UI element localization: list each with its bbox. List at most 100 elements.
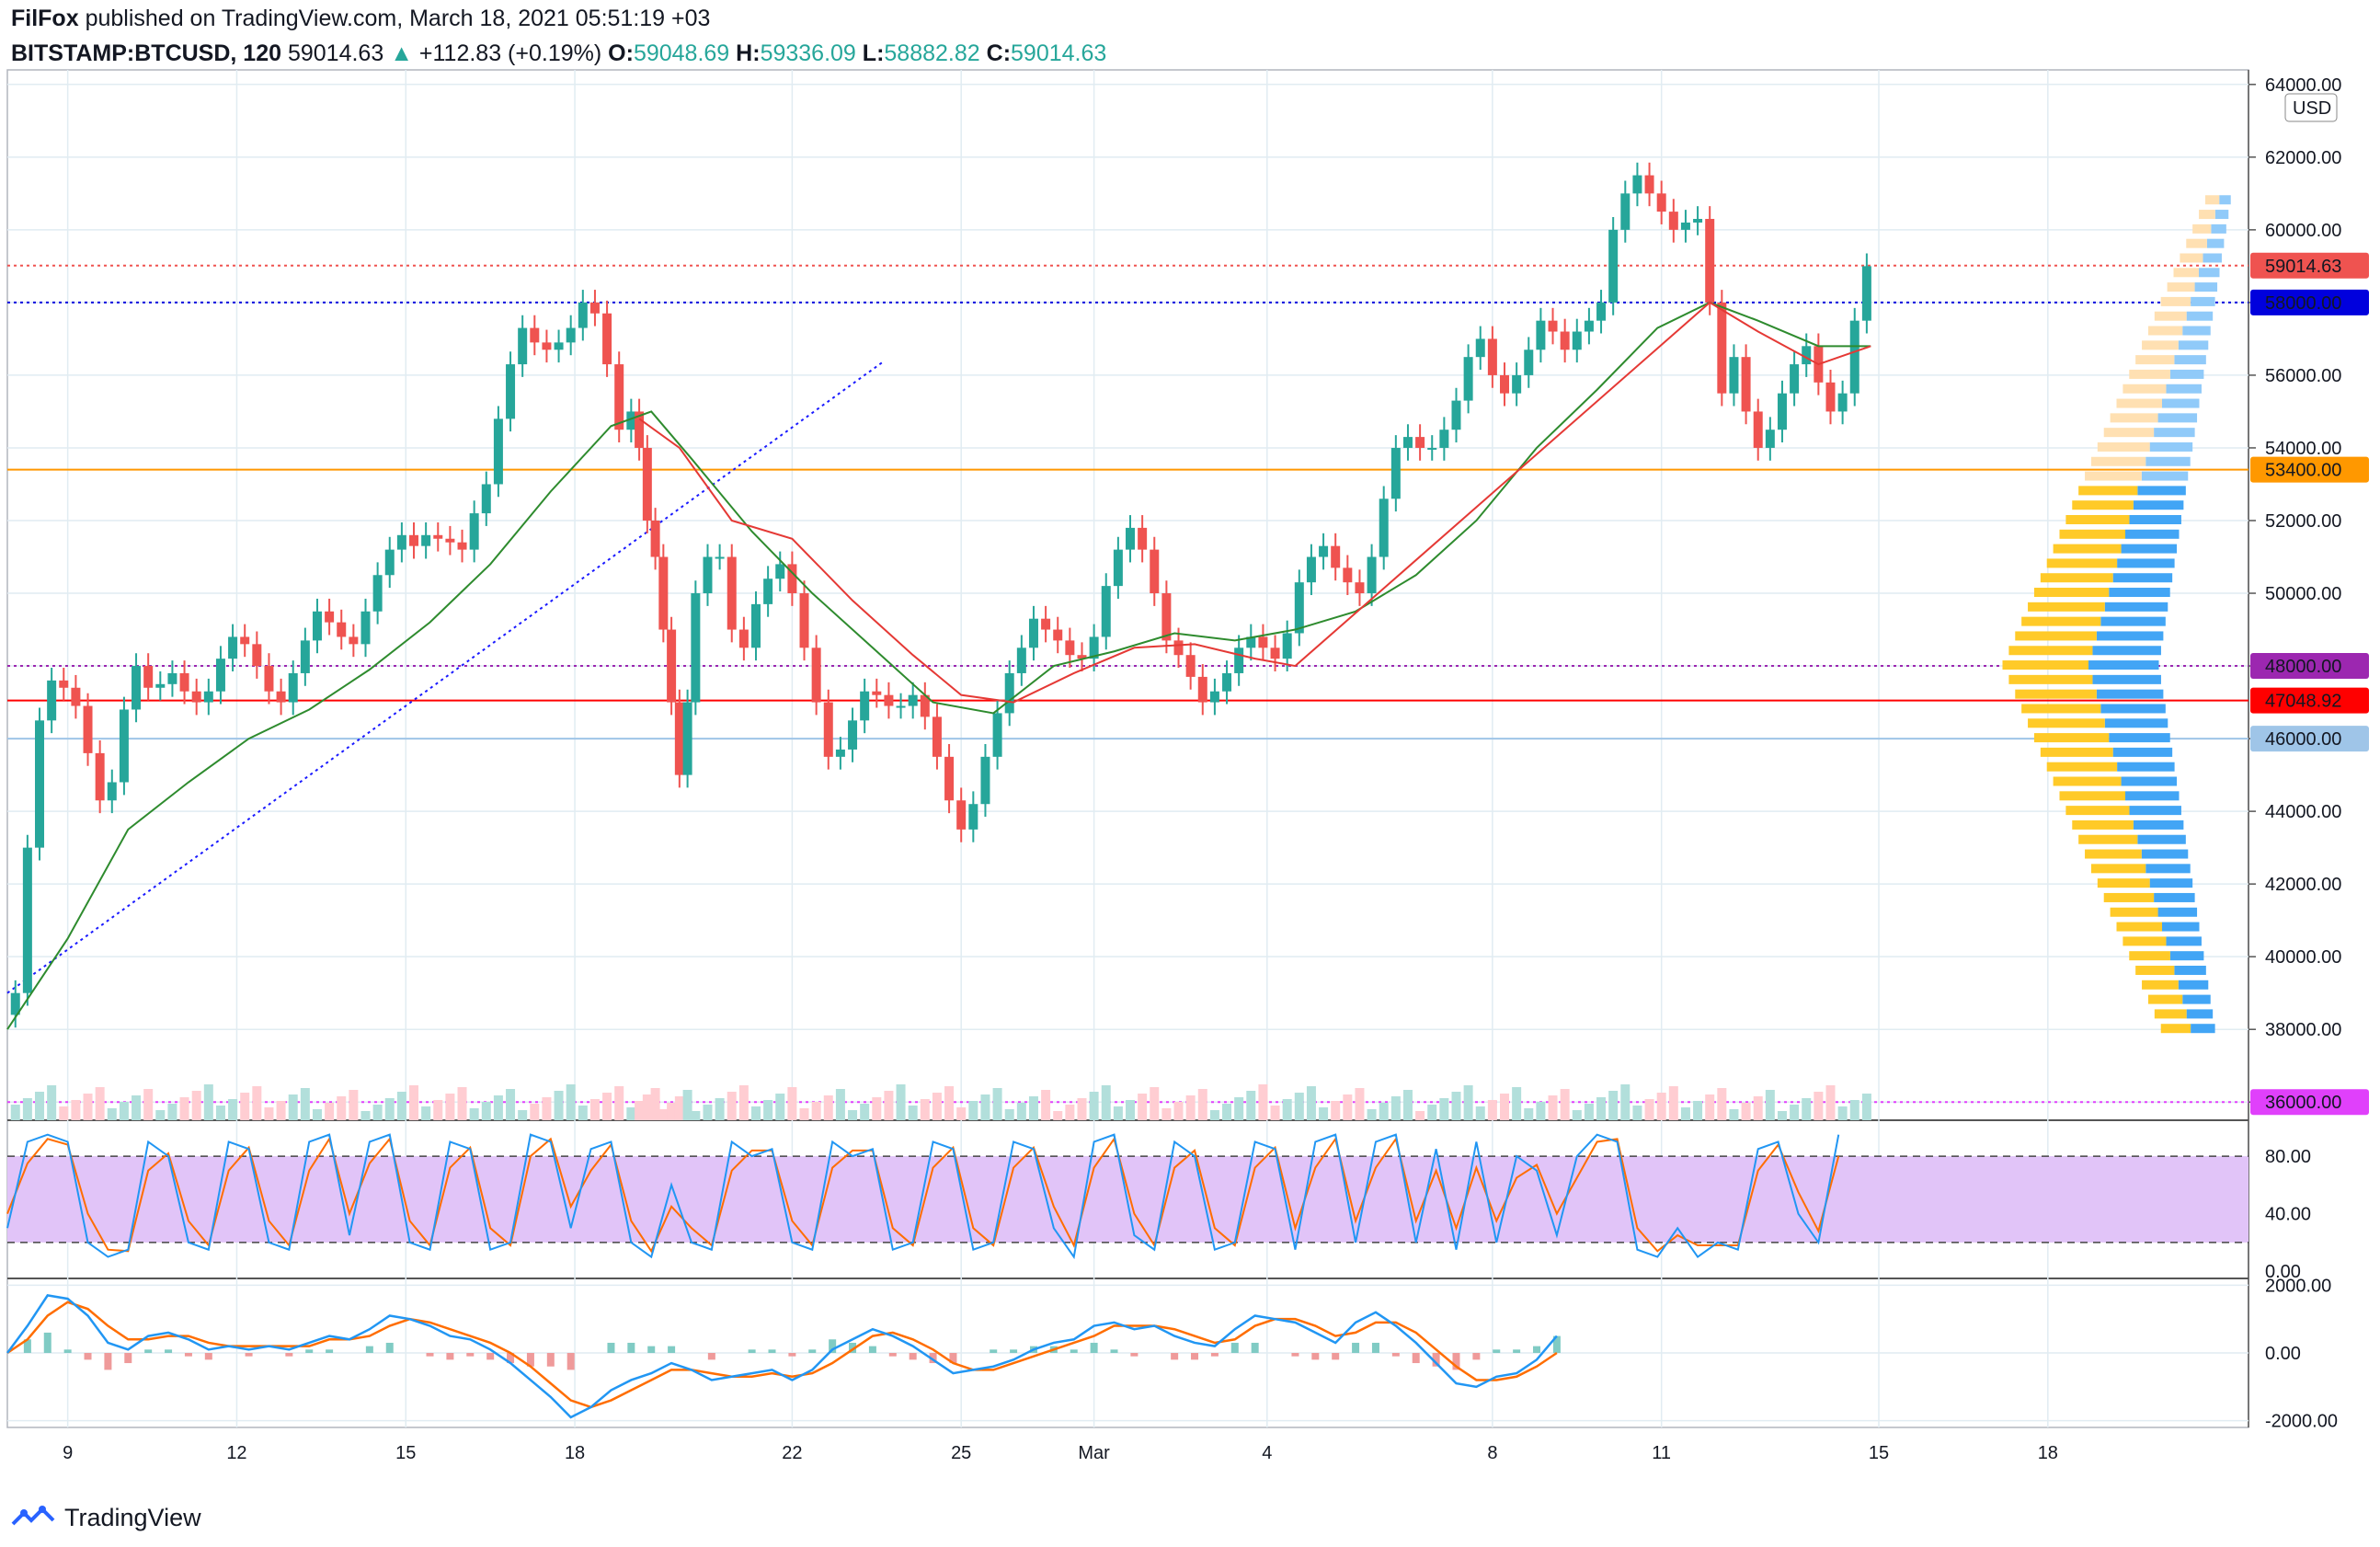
candle-body bbox=[848, 720, 858, 750]
volume-bar bbox=[1138, 1094, 1148, 1120]
volume-profile-bar bbox=[2103, 892, 2155, 902]
tradingview-footer[interactable]: TradingView bbox=[11, 1499, 201, 1536]
candle-body bbox=[1197, 676, 1207, 703]
macd-panel[interactable] bbox=[6, 1294, 1561, 1419]
volume-profile-bar bbox=[2125, 791, 2180, 801]
volume-profile-bar bbox=[2110, 907, 2158, 917]
price-level-label: 48000.00 bbox=[2265, 657, 2341, 677]
macd-histogram-bar bbox=[1472, 1353, 1481, 1360]
macd-histogram-bar bbox=[305, 1349, 314, 1353]
candle-body bbox=[1632, 175, 1642, 194]
macd-histogram-bar bbox=[144, 1349, 153, 1353]
price-panel[interactable] bbox=[6, 162, 2248, 1120]
sma-green-line bbox=[6, 301, 1871, 1030]
volume-bar bbox=[143, 1089, 154, 1120]
volume-profile-bar bbox=[2104, 602, 2168, 612]
volume-profile-bar bbox=[2103, 428, 2155, 438]
price-level-tag bbox=[2250, 726, 2369, 752]
volume-bar bbox=[1427, 1105, 1437, 1120]
volume-bar bbox=[956, 1107, 967, 1120]
macd-histogram-bar bbox=[526, 1353, 534, 1367]
macd-histogram-bar bbox=[1130, 1353, 1139, 1357]
volume-bar bbox=[642, 1094, 652, 1120]
volume-bar bbox=[1765, 1090, 1775, 1120]
macd-histogram-bar bbox=[365, 1346, 373, 1353]
candle-body bbox=[372, 575, 383, 612]
macd-histogram-bar bbox=[1311, 1353, 1320, 1360]
volume-bar bbox=[1379, 1103, 1389, 1120]
volume-profile-bar bbox=[2028, 602, 2105, 612]
volume-bar bbox=[1185, 1095, 1196, 1120]
volume-profile-bar bbox=[2008, 674, 2093, 684]
volume-bar bbox=[1306, 1086, 1316, 1120]
candle-body bbox=[1825, 382, 1836, 412]
volume-bar bbox=[493, 1095, 503, 1120]
volume-profile-bar bbox=[2078, 834, 2138, 844]
candle-body bbox=[682, 702, 692, 775]
candle-body bbox=[1790, 364, 1800, 394]
volume-bar bbox=[252, 1086, 262, 1120]
volume-profile-bar bbox=[2182, 994, 2211, 1004]
volume-bar bbox=[132, 1095, 142, 1120]
volume-profile-bar bbox=[2180, 253, 2203, 263]
price-level-tag bbox=[2250, 456, 2369, 483]
candle-body bbox=[614, 364, 624, 430]
author-name[interactable]: FilFox bbox=[11, 6, 79, 31]
volume-profile-bar bbox=[2211, 223, 2226, 234]
volume-profile-bar bbox=[2096, 631, 2164, 641]
candle-body bbox=[626, 411, 636, 430]
volume-profile-bar bbox=[2033, 588, 2110, 598]
symbol-name[interactable]: BITSTAMP:BTCUSD, 120 bbox=[11, 40, 282, 66]
volume-bar bbox=[1644, 1099, 1654, 1120]
volume-bar bbox=[1487, 1100, 1497, 1120]
candle-body bbox=[1113, 549, 1123, 587]
macd-histogram-bar bbox=[929, 1353, 937, 1364]
volume-bar bbox=[1777, 1111, 1787, 1120]
volume-profile-bar bbox=[2174, 355, 2206, 365]
low-label: L: bbox=[862, 40, 885, 66]
volume-profile-bar bbox=[2167, 282, 2195, 292]
volume-profile-bar bbox=[2135, 965, 2175, 975]
volume-bar bbox=[992, 1088, 1002, 1120]
candle-body bbox=[674, 702, 684, 775]
candle-body bbox=[703, 556, 713, 594]
volume-bar bbox=[1536, 1102, 1546, 1120]
candle-body bbox=[799, 593, 809, 648]
macd-histogram-bar bbox=[204, 1353, 212, 1360]
candle-body bbox=[337, 622, 347, 637]
stochastic-panel[interactable] bbox=[6, 1133, 2248, 1260]
volume-profile-bar bbox=[2162, 398, 2200, 408]
x-tick-label: 15 bbox=[1869, 1443, 1889, 1463]
volume-profile-bar bbox=[2104, 718, 2168, 728]
volume-profile-bar bbox=[2135, 355, 2175, 365]
candle-body bbox=[1402, 437, 1413, 448]
volume-profile-bar bbox=[2015, 689, 2097, 699]
volume-bar bbox=[602, 1093, 612, 1120]
volume-bar bbox=[1258, 1084, 1268, 1120]
volume-profile-bar bbox=[2059, 529, 2125, 539]
macd-histogram-bar bbox=[888, 1353, 897, 1357]
candle-body bbox=[1258, 636, 1268, 648]
candle-body bbox=[71, 687, 81, 706]
volume-profile-bar bbox=[2110, 413, 2158, 423]
volume-bar bbox=[191, 1091, 201, 1120]
candle-body bbox=[240, 636, 250, 645]
candle-body bbox=[980, 756, 990, 805]
volume-bar bbox=[1668, 1086, 1678, 1120]
macd-histogram-bar bbox=[1391, 1353, 1400, 1357]
macd-histogram-bar bbox=[1493, 1349, 1501, 1353]
volume-profile-bar bbox=[2173, 268, 2199, 278]
x-tick-label: 22 bbox=[782, 1443, 802, 1463]
publish-info: FilFox published on TradingView.com, Mar… bbox=[11, 6, 710, 32]
candle-body bbox=[1548, 320, 1558, 332]
volume-bar bbox=[884, 1091, 894, 1120]
volume-bar bbox=[650, 1088, 660, 1120]
candle-body bbox=[920, 694, 930, 717]
candle-body bbox=[179, 672, 189, 692]
volume-profile-bar bbox=[2096, 689, 2164, 699]
candle-body bbox=[1572, 331, 1582, 350]
volume-profile-bar bbox=[2092, 674, 2161, 684]
volume-bar bbox=[626, 1107, 636, 1120]
candle-body bbox=[691, 593, 701, 703]
